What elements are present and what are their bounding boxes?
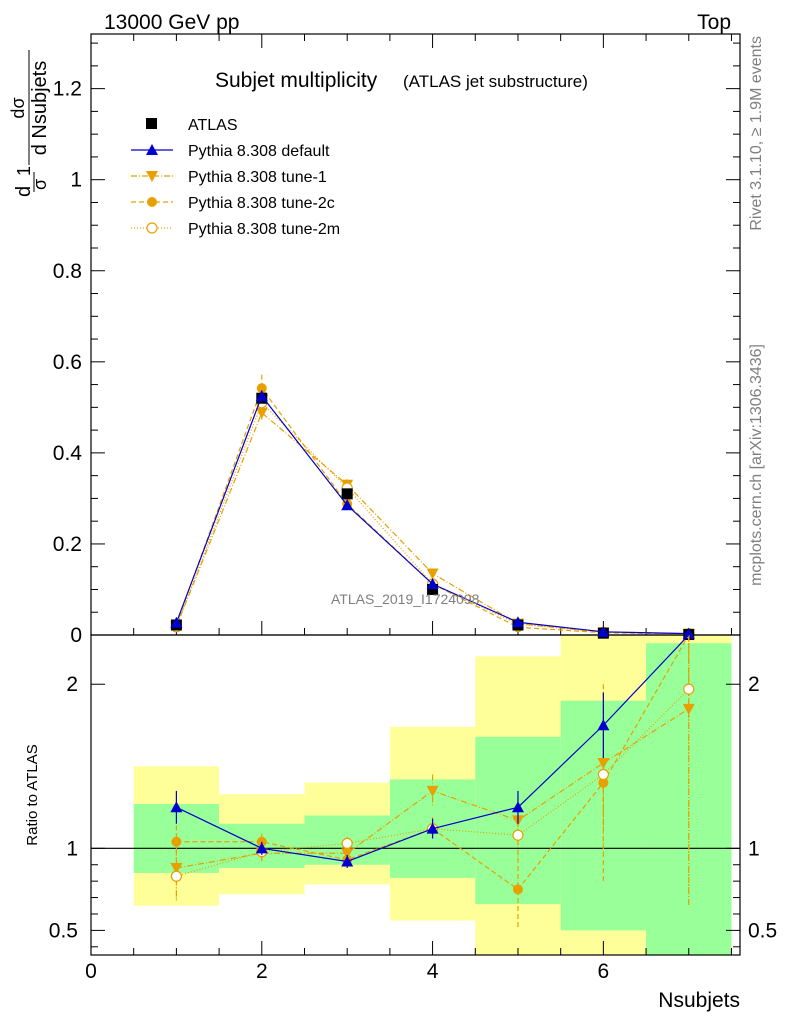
y-tick-label-ratio-right: 1	[748, 837, 760, 860]
point-default	[341, 499, 354, 511]
x-tick-label: 4	[427, 960, 439, 983]
plot-title: Subjet multiplicity	[215, 69, 378, 92]
source-label: mcplots.cern.ch [arXiv:1306.3436]	[748, 344, 765, 586]
y-tick-label-main: 0	[70, 624, 82, 647]
ylabel-one: 1	[14, 166, 34, 176]
legend-marker-default	[146, 144, 158, 155]
point-tune1	[597, 758, 610, 769]
y-tick-label-ratio: 0.5	[49, 919, 78, 942]
y-tick-label-ratio: 1	[66, 837, 78, 860]
legend-label-atlas: ATLAS	[188, 117, 238, 134]
y-tick-label-ratio-right: 0.5	[748, 919, 777, 942]
legend-marker-atlas	[146, 118, 157, 129]
ylabel-dnsubjets: d Nsubjets	[29, 61, 51, 156]
ylabel-sigma: σ	[30, 179, 50, 190]
point-default	[511, 616, 524, 628]
point-tune2m	[341, 837, 353, 850]
point-tune1	[426, 568, 439, 580]
point-default	[170, 801, 183, 813]
y-tick-label-main: 1.2	[53, 78, 82, 101]
point-tune2c	[171, 836, 182, 847]
y-tick-label-ratio: 2	[66, 673, 78, 696]
point-default	[597, 719, 610, 731]
y-tick-label-main: 1	[70, 169, 82, 192]
point-tune2m	[512, 829, 524, 841]
point-default	[255, 842, 268, 854]
ylabel-dsigma: dσ	[8, 97, 28, 118]
point-tune2m	[683, 683, 695, 695]
point-tune2m	[597, 768, 609, 781]
x-tick-label: 0	[85, 960, 97, 983]
point-default	[597, 625, 610, 637]
point-default	[511, 801, 524, 813]
point-tune1	[170, 863, 183, 875]
y-axis-label-main: 1 σ d dσ d Nsubjets	[8, 50, 51, 197]
header-process: Top	[697, 11, 731, 34]
point-data	[427, 583, 439, 595]
legend-label-tune1: Pythia 8.308 tune-1	[188, 169, 327, 186]
point-default	[170, 616, 183, 628]
point-default	[426, 822, 439, 834]
legend-marker-tune1	[146, 171, 158, 182]
legend-label-tune2c: Pythia 8.308 tune-2c	[188, 195, 335, 212]
y-tick-label-main: 0.6	[53, 351, 82, 374]
rivet-label: Rivet 3.1.10, ≥ 1.9M events	[748, 36, 765, 231]
x-axis-label: Nsubjets	[658, 989, 740, 1012]
y-tick-label-main: 0.2	[53, 533, 82, 556]
point-default	[255, 389, 268, 401]
y-axis-label-ratio: Ratio to ATLAS	[24, 744, 41, 845]
ylabel-d: d	[13, 186, 35, 197]
y-tick-label-main: 0.8	[53, 260, 82, 283]
x-tick-label: 2	[256, 960, 268, 983]
point-data	[341, 488, 353, 500]
point-tune2c	[512, 884, 523, 895]
legend-marker-tune2c	[147, 197, 157, 207]
ratio-frame	[90, 634, 741, 956]
legend-label-tune2m: Pythia 8.308 tune-2m	[188, 221, 340, 238]
point-default	[426, 578, 439, 590]
x-tick-label: 6	[598, 960, 610, 983]
y-tick-label-main: 0.4	[53, 442, 83, 465]
analysis-watermark: ATLAS_2019_I1724098	[331, 591, 480, 607]
header-energy: 13000 GeV pp	[104, 11, 239, 34]
point-tune1	[426, 785, 439, 797]
point-tune2c	[256, 383, 267, 394]
point-default	[341, 855, 354, 867]
legend-label-default: Pythia 8.308 default	[188, 143, 330, 160]
legend: ATLAS Pythia 8.308 default Pythia 8.308 …	[131, 117, 340, 238]
series-default	[170, 634, 690, 869]
series-default	[170, 389, 695, 639]
point-tune2m	[170, 870, 182, 882]
y-tick-label-ratio-right: 2	[748, 673, 760, 696]
point-default	[682, 627, 695, 639]
plot-subtitle: (ATLAS jet substructure)	[403, 72, 588, 91]
legend-marker-tune2m	[146, 222, 158, 234]
